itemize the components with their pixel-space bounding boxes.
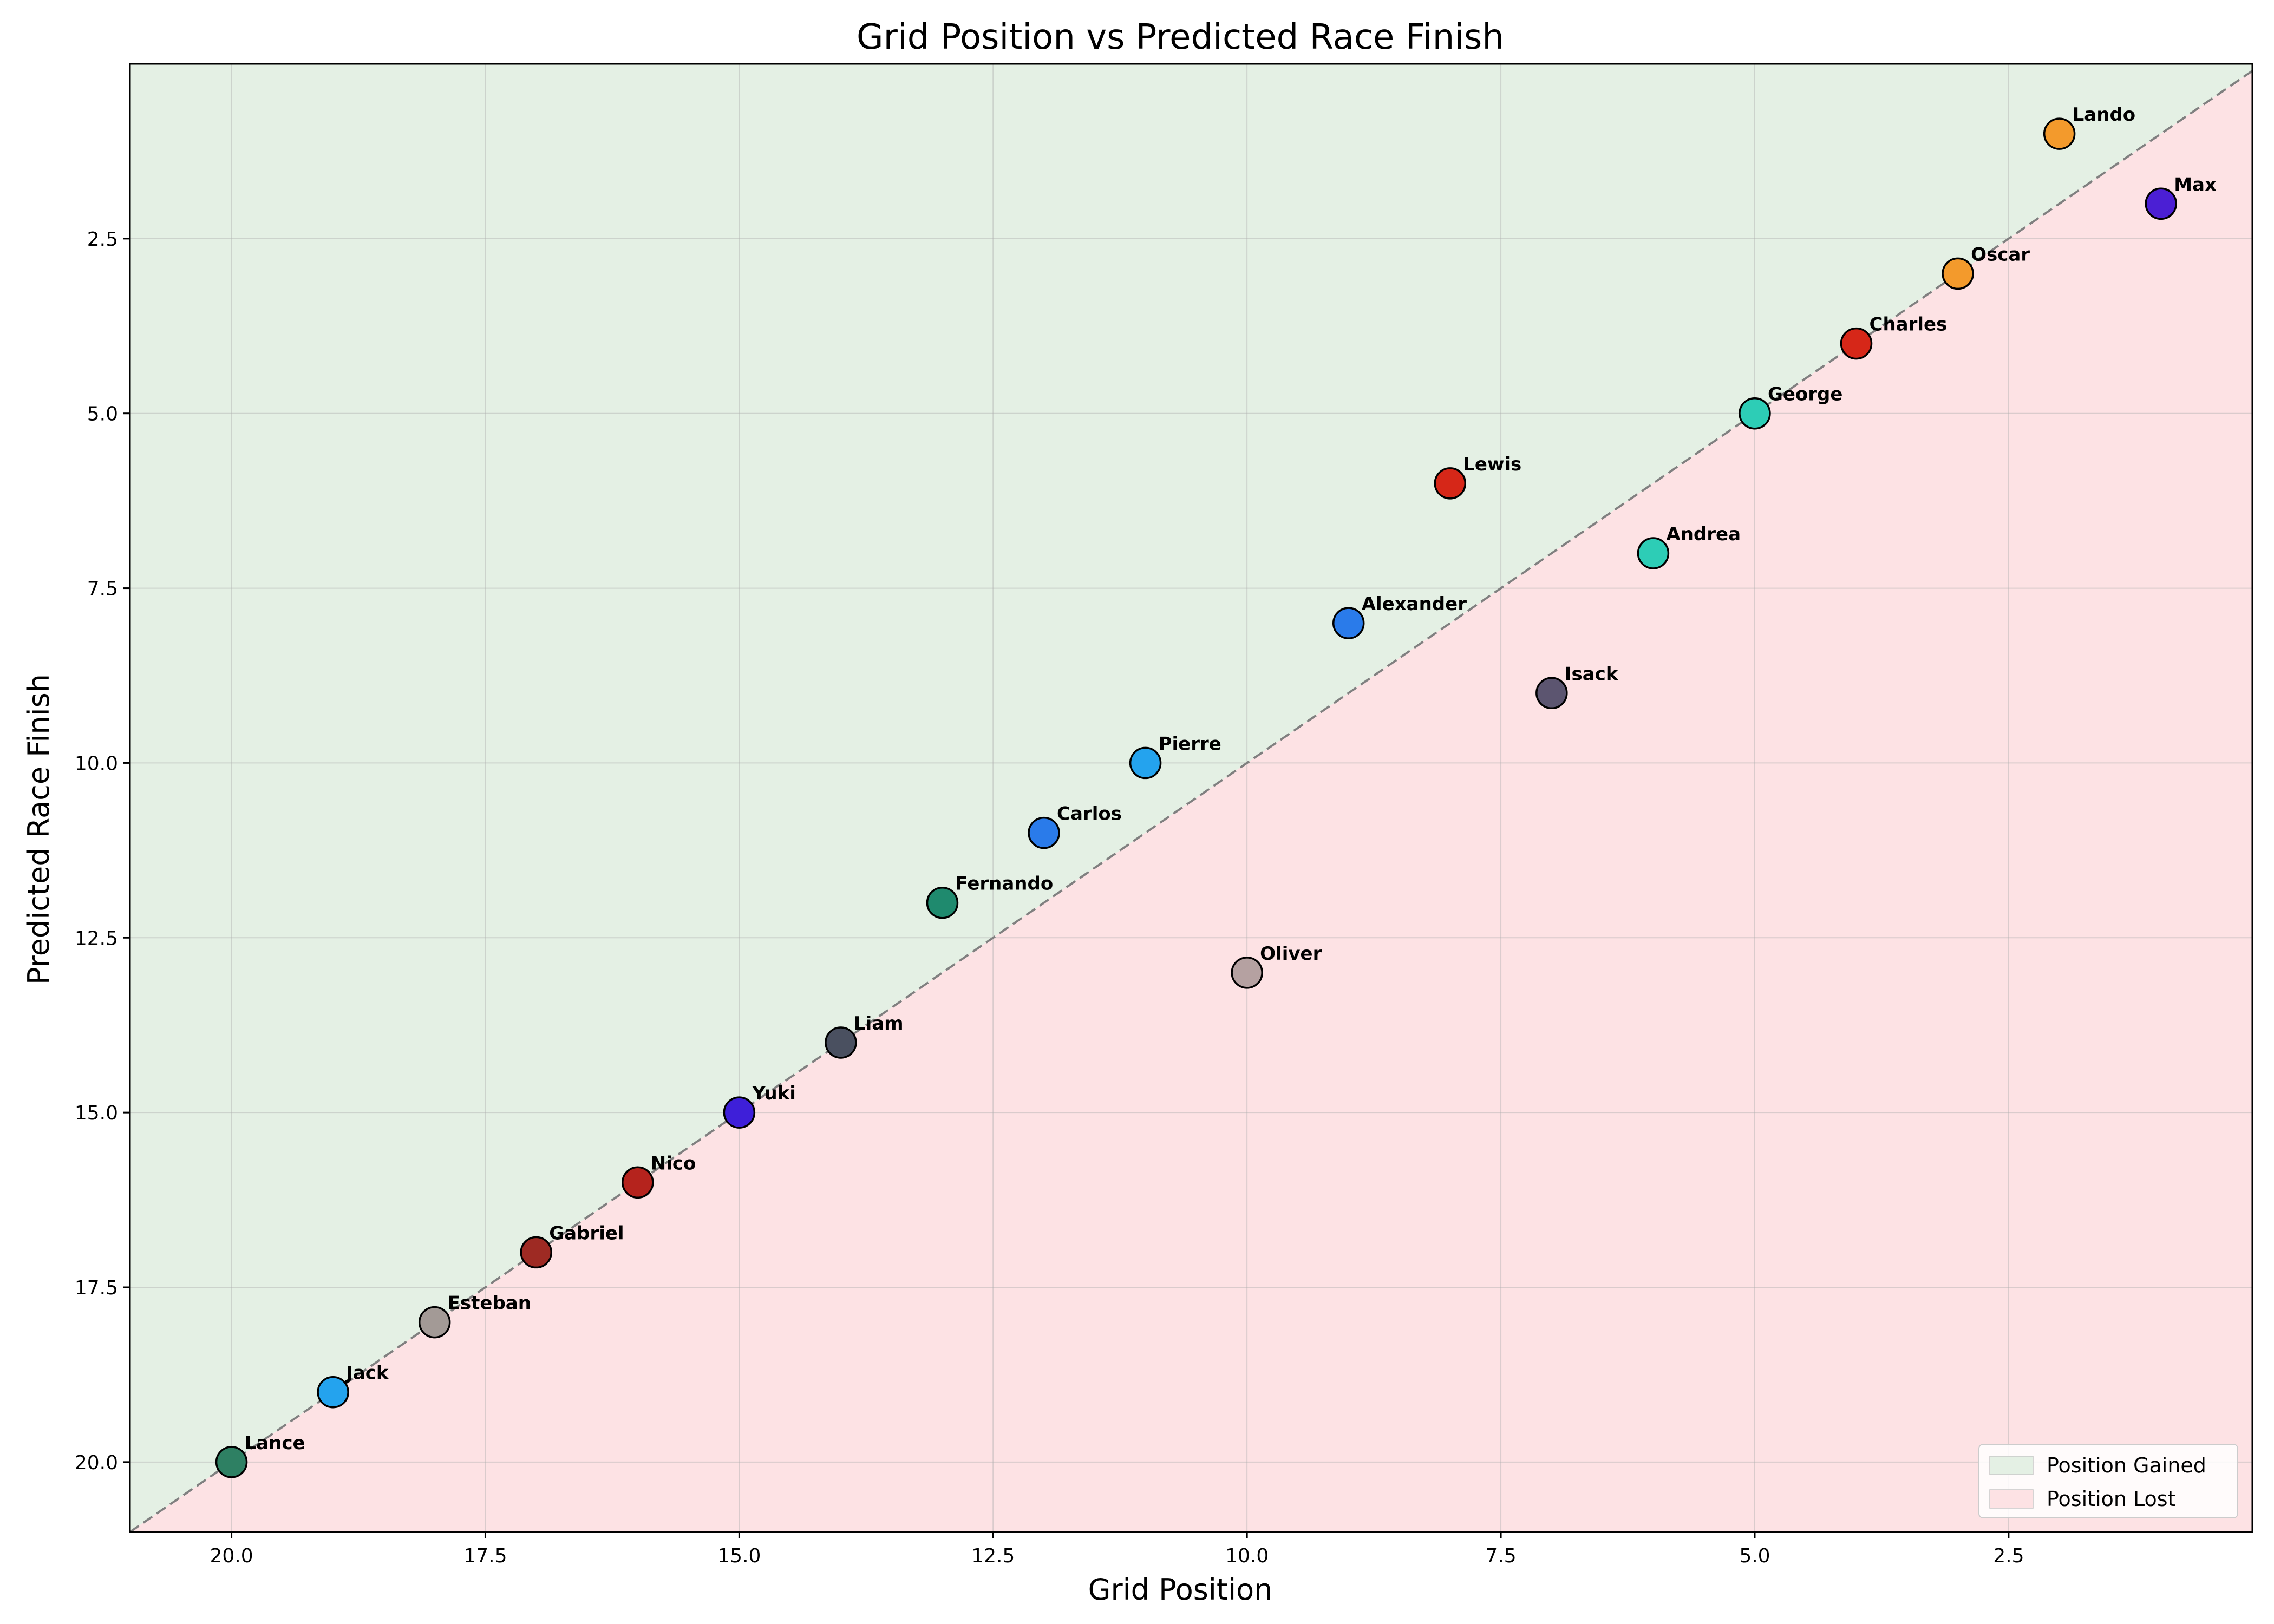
legend-swatch xyxy=(1989,1489,2034,1509)
x-tick-label: 12.5 xyxy=(971,1545,1015,1567)
data-point xyxy=(1535,677,1568,710)
y-tick-label: 5.0 xyxy=(87,403,118,425)
x-tick-label: 5.0 xyxy=(1739,1545,1770,1567)
x-tick-label: 20.0 xyxy=(210,1545,253,1567)
y-axis-title: Predicted Race Finish xyxy=(22,674,56,985)
point-label: Lewis xyxy=(1463,454,1521,475)
legend-swatch xyxy=(1989,1456,2034,1475)
point-label: George xyxy=(1768,384,1843,405)
point-label: Lance xyxy=(245,1432,305,1454)
plot-frame xyxy=(129,63,2253,1533)
data-point xyxy=(2043,117,2076,150)
point-label: Oscar xyxy=(1971,244,2030,265)
y-tick-label: 10.0 xyxy=(75,752,118,775)
data-point xyxy=(1231,957,1263,989)
data-point xyxy=(418,1306,451,1339)
point-label: Carlos xyxy=(1057,803,1122,825)
point-label: Oliver xyxy=(1260,943,1322,965)
point-label: Nico xyxy=(651,1152,696,1174)
data-point xyxy=(723,1096,756,1129)
legend: Position Gained Position Lost xyxy=(1978,1444,2238,1518)
point-label: Esteban xyxy=(448,1293,531,1314)
chart-title: Grid Position vs Predicted Race Finish xyxy=(857,17,1504,57)
point-label: Gabriel xyxy=(549,1222,624,1244)
y-tick-label: 17.5 xyxy=(75,1277,118,1299)
data-point xyxy=(1637,537,1670,569)
point-label: Lando xyxy=(2073,104,2136,126)
data-point xyxy=(2145,187,2177,220)
x-axis-title: Grid Position xyxy=(1088,1573,1273,1607)
point-label: Fernando xyxy=(955,873,1053,895)
data-point xyxy=(1434,467,1467,500)
legend-label: Position Lost xyxy=(2047,1487,2175,1511)
data-point xyxy=(825,1026,857,1059)
data-point xyxy=(1332,607,1365,639)
y-tick-label: 20.0 xyxy=(75,1452,118,1474)
region-position-gained xyxy=(130,64,2252,1532)
point-label: Charles xyxy=(1870,314,1948,336)
data-point xyxy=(1942,257,1974,290)
x-tick-label: 17.5 xyxy=(463,1545,507,1567)
point-label: Jack xyxy=(345,1363,389,1384)
data-point xyxy=(1028,816,1060,849)
data-point xyxy=(1129,746,1162,780)
data-point xyxy=(1739,397,1771,430)
point-label: Pierre xyxy=(1159,733,1221,755)
diagonal-reference-line xyxy=(129,70,2253,1533)
y-tick-label: 12.5 xyxy=(75,927,118,949)
x-tick-label: 7.5 xyxy=(1485,1545,1516,1567)
data-point xyxy=(926,886,959,919)
point-label: Andrea xyxy=(1666,523,1741,545)
data-point xyxy=(622,1166,654,1199)
point-label: Liam xyxy=(854,1013,904,1034)
data-point xyxy=(317,1376,349,1409)
legend-box xyxy=(1978,1444,2238,1518)
legend-label: Position Gained xyxy=(2047,1453,2206,1477)
x-tick-label: 10.0 xyxy=(1225,1545,1269,1567)
x-tick-label: 2.5 xyxy=(1993,1545,2024,1567)
point-label: Isack xyxy=(1565,663,1619,685)
y-tick-label: 7.5 xyxy=(87,578,118,600)
y-tick-label: 15.0 xyxy=(75,1102,118,1124)
point-label: Max xyxy=(2174,174,2217,195)
point-label: Alexander xyxy=(1362,593,1467,615)
data-point xyxy=(215,1446,248,1478)
data-point xyxy=(520,1236,552,1269)
x-tick-label: 15.0 xyxy=(717,1545,761,1567)
point-label: Yuki xyxy=(752,1083,796,1104)
data-point xyxy=(1840,327,1873,360)
y-tick-label: 2.5 xyxy=(87,228,118,251)
